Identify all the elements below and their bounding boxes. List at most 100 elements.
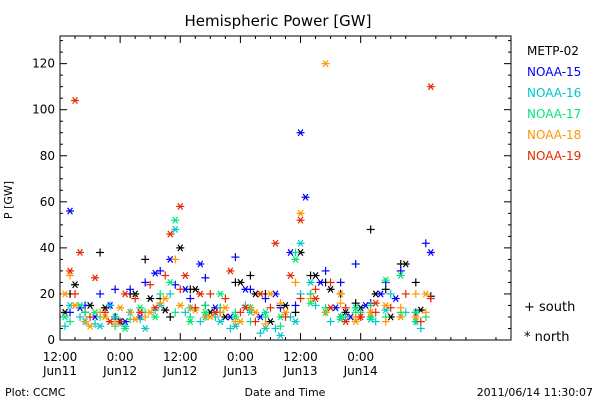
point-south xyxy=(141,278,150,287)
point-north xyxy=(71,96,80,105)
legend-entry: NOAA-18 xyxy=(527,128,581,142)
point-south xyxy=(231,253,240,262)
point-north xyxy=(401,260,410,268)
point-north xyxy=(341,318,350,326)
point-north xyxy=(176,301,185,310)
point-south xyxy=(101,308,110,317)
point-north xyxy=(201,308,210,316)
point-south xyxy=(421,308,430,317)
point-north xyxy=(236,278,245,286)
y-tick-label: 100 xyxy=(32,103,55,117)
point-north xyxy=(111,313,120,321)
point-south xyxy=(181,308,190,317)
point-north xyxy=(396,271,405,280)
point-north xyxy=(296,129,305,137)
point-north xyxy=(326,304,335,312)
point-north xyxy=(106,318,115,326)
point-south xyxy=(146,280,155,289)
y-tick-label: 40 xyxy=(40,241,55,255)
point-north xyxy=(206,313,215,321)
point-south xyxy=(416,317,425,326)
point-south xyxy=(131,294,140,303)
legend-entry: NOAA-15 xyxy=(527,65,581,79)
point-south xyxy=(156,299,165,308)
point-south xyxy=(81,308,90,317)
point-south xyxy=(296,294,305,303)
point-south xyxy=(251,317,260,326)
point-north xyxy=(301,193,310,201)
point-south xyxy=(311,285,320,294)
y-tick-label: 80 xyxy=(40,149,55,163)
x-tick-label-time: 12:00 xyxy=(283,350,318,364)
point-north xyxy=(381,276,390,284)
point-north xyxy=(86,322,95,330)
point-north xyxy=(261,324,270,333)
point-south xyxy=(281,312,290,321)
point-north xyxy=(71,301,80,310)
point-south xyxy=(276,299,285,308)
point-south xyxy=(266,303,275,312)
point-north xyxy=(116,304,125,312)
point-north xyxy=(171,225,180,234)
point-south xyxy=(171,308,180,317)
x-tick-label-date: Jun12 xyxy=(102,364,137,378)
x-tick-label-date: Jun11 xyxy=(42,364,77,378)
point-north xyxy=(121,324,130,333)
point-north xyxy=(96,322,105,330)
point-south xyxy=(321,308,330,317)
point-south xyxy=(186,294,195,303)
point-south xyxy=(261,312,270,321)
point-north xyxy=(311,294,320,303)
y-tick-label: 20 xyxy=(40,287,55,301)
point-south xyxy=(366,225,375,234)
point-south xyxy=(291,308,300,317)
point-south xyxy=(401,289,410,298)
point-north xyxy=(151,304,160,312)
point-south xyxy=(206,289,215,298)
point-north xyxy=(316,278,325,286)
point-north xyxy=(321,60,330,68)
hemisphere-legend: + south * north xyxy=(524,300,575,345)
x-tick-label-time: 0:00 xyxy=(107,350,134,364)
point-north xyxy=(376,290,385,298)
point-north xyxy=(311,271,320,280)
x-tick-label-date: Jun12 xyxy=(162,364,197,378)
point-south xyxy=(66,317,75,326)
point-south xyxy=(351,299,360,308)
point-south xyxy=(141,255,150,264)
point-north xyxy=(426,83,435,91)
point-south xyxy=(166,289,175,298)
point-north xyxy=(356,313,365,321)
point-south xyxy=(336,299,345,308)
point-north xyxy=(221,304,230,312)
point-north xyxy=(261,308,270,316)
point-south xyxy=(276,322,285,331)
point-north xyxy=(291,318,300,326)
y-tick-label: 60 xyxy=(40,195,55,209)
point-south xyxy=(321,266,330,275)
x-axis: 12:00Jun110:00Jun1212:00Jun120:00Jun1312… xyxy=(42,36,497,378)
point-north xyxy=(281,308,290,316)
x-tick-label-time: 0:00 xyxy=(227,350,254,364)
y-axis: 0 20 40 60 80 100 120 xyxy=(32,40,511,347)
point-north xyxy=(141,324,150,333)
point-north xyxy=(306,278,315,286)
point-south xyxy=(371,308,380,317)
point-north xyxy=(256,290,265,298)
point-north xyxy=(306,299,315,307)
point-north xyxy=(191,285,200,293)
point-north xyxy=(196,260,205,268)
point-south xyxy=(126,308,135,317)
point-south xyxy=(426,294,435,303)
hemisphere-legend-entry: * north xyxy=(524,330,570,345)
point-north xyxy=(186,318,195,326)
point-south xyxy=(66,271,75,280)
point-south xyxy=(291,301,300,310)
point-north xyxy=(151,313,160,321)
legend-entry: METP-02 xyxy=(527,44,579,58)
point-south xyxy=(291,278,300,287)
point-north xyxy=(161,306,170,314)
point-north xyxy=(341,308,350,316)
plot-timestamp: 2011/06/14 11:30:07 xyxy=(477,386,593,399)
point-south xyxy=(411,289,420,298)
